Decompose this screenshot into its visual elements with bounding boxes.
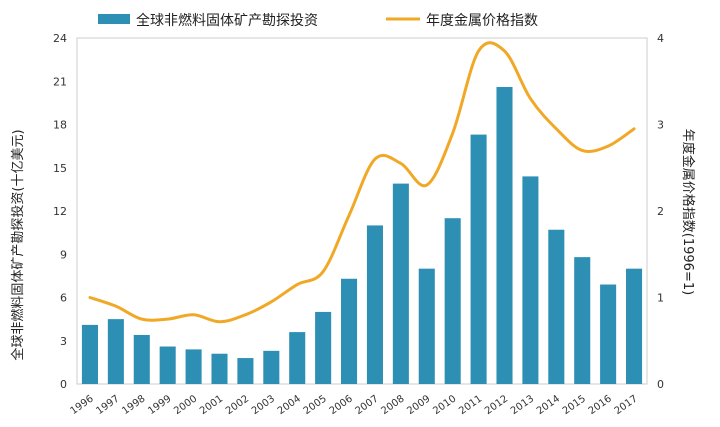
- left-tick-label: 6: [60, 292, 67, 305]
- bar-2015: [574, 257, 591, 384]
- x-tick-label: 2003: [250, 393, 277, 417]
- x-tick-label: 1997: [94, 393, 121, 417]
- left-axis-title: 全球非燃料固体矿产勘探投资(十亿美元): [10, 129, 26, 360]
- bar-2014: [548, 229, 565, 384]
- bar-1998: [133, 334, 150, 384]
- plot-area: [76, 37, 648, 385]
- x-tick-label: 2017: [613, 393, 640, 417]
- x-tick-label: 2015: [561, 393, 588, 417]
- bar-2008: [392, 183, 409, 384]
- bar-1997: [107, 319, 124, 385]
- bar-2006: [341, 278, 358, 384]
- bar-2016: [600, 284, 617, 384]
- right-tick-label: 1: [657, 292, 664, 305]
- x-tick-label: 2011: [457, 393, 484, 417]
- bar-1996: [81, 324, 98, 384]
- left-tick-label: 21: [53, 75, 67, 88]
- left-tick-label: 3: [60, 335, 67, 348]
- x-tick-label: 2005: [302, 393, 329, 417]
- bar-1999: [159, 346, 176, 384]
- right-axis: 0 1 2 3 4: [657, 32, 664, 391]
- x-tick-label: 2010: [431, 393, 458, 417]
- right-tick-label: 3: [657, 119, 664, 132]
- x-tick-label: 2002: [224, 393, 251, 417]
- plot-border: [76, 37, 648, 385]
- x-tick-label: 2004: [276, 393, 303, 417]
- bar-2003: [263, 350, 280, 384]
- bar-2010: [444, 218, 461, 384]
- legend-label-bar: 全球非燃料固体矿产勘探投资: [136, 12, 318, 29]
- price-index-line: [88, 41, 636, 324]
- left-tick-label: 24: [53, 32, 67, 45]
- x-tick-label: 2016: [587, 393, 614, 417]
- bar-2013: [522, 176, 539, 384]
- x-tick-label: 2000: [172, 393, 199, 417]
- bar-2012: [496, 87, 513, 385]
- x-tick-label: 2007: [354, 393, 381, 417]
- x-tick-label: 1998: [120, 393, 147, 417]
- bar-2007: [366, 225, 383, 384]
- x-tick-label: 2009: [405, 393, 432, 417]
- bar-2017: [626, 268, 643, 384]
- left-tick-label: 18: [53, 119, 67, 132]
- right-tick-label: 4: [657, 32, 664, 45]
- left-tick-label: 15: [53, 162, 67, 175]
- x-tick-label: 2012: [483, 393, 510, 417]
- x-tick-label: 2006: [328, 393, 355, 417]
- x-tick-label: 1999: [146, 393, 173, 417]
- left-tick-label: 9: [60, 248, 67, 261]
- bar-2004: [289, 332, 306, 384]
- left-axis: 0 3 6 9 12 15 18 21 24: [53, 32, 67, 391]
- x-axis: 1996199719981999200020012002200320042005…: [69, 393, 640, 417]
- left-tick-label: 0: [60, 378, 67, 391]
- bar-2009: [418, 268, 435, 384]
- x-tick-label: 2008: [379, 393, 406, 417]
- x-tick-label: 2013: [509, 393, 536, 417]
- x-tick-label: 2014: [535, 393, 562, 417]
- legend-label-line: 年度金属价格指数: [426, 13, 538, 29]
- bar-2001: [211, 353, 228, 384]
- bar-series: [81, 87, 643, 385]
- bar-2002: [237, 358, 254, 384]
- x-tick-label: 2001: [198, 393, 225, 417]
- bar-2000: [185, 349, 202, 384]
- bar-2011: [470, 134, 487, 384]
- legend-swatch-bar: [98, 14, 130, 24]
- bar-2005: [315, 311, 332, 384]
- right-tick-label: 0: [657, 378, 664, 391]
- right-axis-title: 年度金属价格指数(1996=1): [680, 129, 696, 295]
- right-tick-label: 2: [657, 205, 664, 218]
- x-tick-label: 1996: [69, 393, 96, 417]
- line-series: [88, 41, 636, 324]
- legend: 全球非燃料固体矿产勘探投资 年度金属价格指数: [98, 12, 538, 29]
- left-tick-label: 12: [53, 205, 67, 218]
